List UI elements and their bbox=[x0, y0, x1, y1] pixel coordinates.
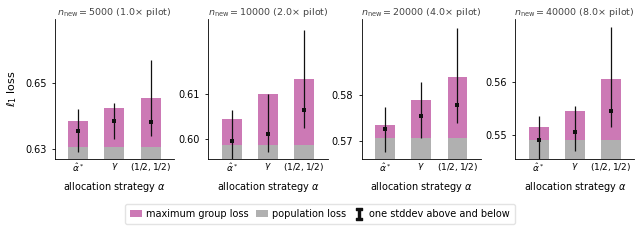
Bar bbox=[104, 108, 124, 147]
Bar bbox=[565, 140, 585, 159]
Title: $n_{\mathrm{new}} = 40000\ (8.0{\times}\ \mathrm{pilot})$: $n_{\mathrm{new}} = 40000\ (8.0{\times}\… bbox=[515, 5, 635, 19]
Bar bbox=[141, 147, 161, 159]
Bar bbox=[375, 125, 395, 138]
Y-axis label: $\ell_1$ loss: $\ell_1$ loss bbox=[6, 71, 19, 107]
X-axis label: allocation strategy $\alpha$: allocation strategy $\alpha$ bbox=[216, 180, 319, 194]
Bar bbox=[529, 127, 548, 140]
X-axis label: allocation strategy $\alpha$: allocation strategy $\alpha$ bbox=[524, 180, 626, 194]
Bar bbox=[258, 145, 278, 159]
Bar bbox=[565, 111, 585, 140]
X-axis label: allocation strategy $\alpha$: allocation strategy $\alpha$ bbox=[63, 180, 166, 194]
Bar bbox=[141, 98, 161, 147]
Bar bbox=[529, 140, 548, 159]
Bar bbox=[447, 77, 467, 138]
Title: $n_{\mathrm{new}} = 5000\ (1.0{\times}\ \mathrm{pilot})$: $n_{\mathrm{new}} = 5000\ (1.0{\times}\ … bbox=[57, 5, 172, 19]
Bar bbox=[375, 138, 395, 159]
Bar bbox=[68, 147, 88, 159]
Bar bbox=[294, 79, 314, 145]
Title: $n_{\mathrm{new}} = 20000\ (4.0{\times}\ \mathrm{pilot})$: $n_{\mathrm{new}} = 20000\ (4.0{\times}\… bbox=[361, 5, 482, 19]
Bar bbox=[601, 140, 621, 159]
Bar bbox=[447, 138, 467, 159]
Bar bbox=[222, 119, 242, 145]
Bar bbox=[412, 138, 431, 159]
Bar bbox=[104, 147, 124, 159]
Bar bbox=[222, 145, 242, 159]
Bar bbox=[601, 79, 621, 140]
Bar bbox=[294, 145, 314, 159]
Legend: maximum group loss, population loss, one stddev above and below: maximum group loss, population loss, one… bbox=[125, 204, 515, 224]
X-axis label: allocation strategy $\alpha$: allocation strategy $\alpha$ bbox=[370, 180, 472, 194]
Title: $n_{\mathrm{new}} = 10000\ (2.0{\times}\ \mathrm{pilot})$: $n_{\mathrm{new}} = 10000\ (2.0{\times}\… bbox=[207, 5, 328, 19]
Bar bbox=[258, 94, 278, 145]
Bar bbox=[412, 100, 431, 138]
Bar bbox=[68, 121, 88, 147]
